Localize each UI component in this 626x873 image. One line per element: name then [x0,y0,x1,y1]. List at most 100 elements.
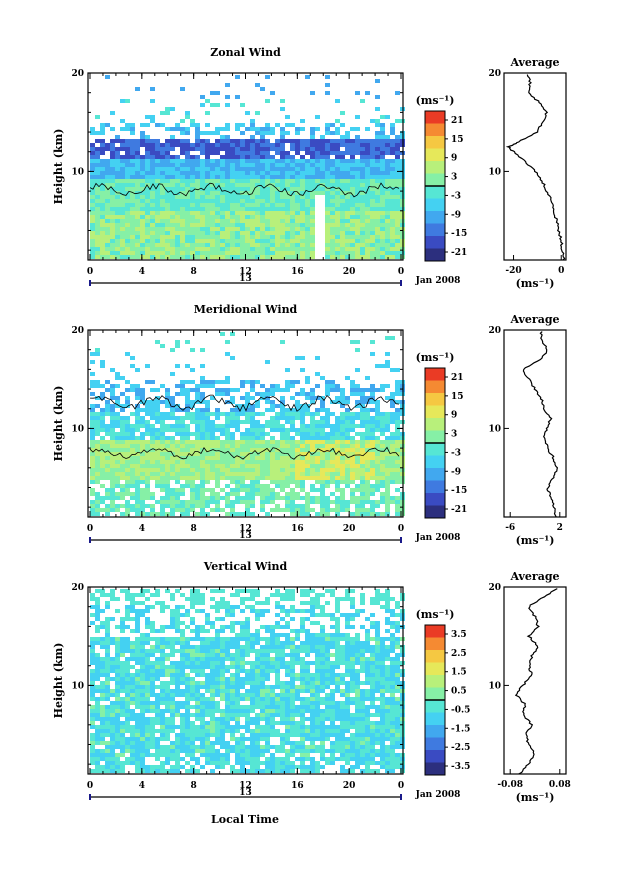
heatmap-cell [395,472,400,476]
heatmap-cell [175,404,180,408]
heatmap-cell [190,597,195,601]
heatmap-cell [90,645,95,649]
heatmap-cell [385,384,390,388]
heatmap-cell [195,215,200,219]
heatmap-cell [210,709,215,713]
heatmap-cell [310,143,315,147]
heatmap-cell [125,757,130,761]
heatmap-cell [330,492,335,496]
heatmap-cell [140,633,145,637]
heatmap-cell [250,211,255,215]
heatmap-cell [305,247,310,251]
heatmap-cell [180,633,185,637]
heatmap-cell [185,512,190,516]
heatmap-cell [205,223,210,227]
heatmap-cell [340,179,345,183]
heatmap-cell [105,400,110,404]
heatmap-cell [200,673,205,677]
heatmap-cell [100,215,105,219]
heatmap-cell [175,191,180,195]
heatmap-cell [150,717,155,721]
x-tick-label: 0 [398,267,404,277]
heatmap-cell [185,649,190,653]
heatmap-cell [300,488,305,492]
heatmap-cell [165,227,170,231]
heatmap-cell [110,460,115,464]
heatmap-cell [230,155,235,159]
heatmap-cell [385,464,390,468]
heatmap-cell [100,428,105,432]
heatmap-cell [365,139,370,143]
heatmap-cell [305,432,310,436]
heatmap-cell [360,183,365,187]
heatmap-cell [245,452,250,456]
heatmap-cell [205,247,210,251]
heatmap-cell [130,187,135,191]
heatmap-cell [120,661,125,665]
heatmap-cell [215,645,220,649]
heatmap-cell [270,428,275,432]
heatmap-cell [175,673,180,677]
heatmap-cell [160,645,165,649]
heatmap-cell [140,247,145,251]
heatmap-cell [300,484,305,488]
heatmap-cell [325,207,330,211]
heatmap-cell [160,733,165,737]
heatmap-cell [255,420,260,424]
heatmap-cell [105,380,110,384]
heatmap-cell [145,448,150,452]
colorbar-tick-label: -3 [451,191,461,201]
heatmap-cell [135,416,140,420]
heatmap-cell [155,412,160,416]
heatmap-cell [345,452,350,456]
heatmap-cell [160,629,165,633]
heatmap-cell [120,621,125,625]
heatmap-cell [200,159,205,163]
heatmap-cell [210,753,215,757]
heatmap-cell [220,195,225,199]
heatmap-cell [140,155,145,159]
heatmap-cell [255,127,260,131]
heatmap-cell [190,195,195,199]
heatmap-cell [160,725,165,729]
heatmap-cell [135,753,140,757]
heatmap-cell [165,709,170,713]
heatmap-cell [185,183,190,187]
heatmap-cell [175,685,180,689]
heatmap-cell [225,147,230,151]
heatmap-cell [255,203,260,207]
heatmap-cell [345,444,350,448]
heatmap-cell [390,159,395,163]
heatmap-cell [130,139,135,143]
heatmap-cell [200,179,205,183]
heatmap-cell [290,243,295,247]
heatmap-cell [395,432,400,436]
heatmap-cell [145,163,150,167]
heatmap-cell [95,223,100,227]
heatmap-cell [345,171,350,175]
heatmap-cell [180,641,185,645]
heatmap-cell [220,392,225,396]
heatmap-cell [155,139,160,143]
heatmap-cell [280,251,285,255]
heatmap-cell [225,127,230,131]
heatmap-cell [250,428,255,432]
heatmap-cell [200,211,205,215]
heatmap-cell [375,243,380,247]
heatmap-cell [110,127,115,131]
heatmap-cell [330,183,335,187]
heatmap-cell [370,223,375,227]
heatmap-cell [205,215,210,219]
heatmap-cell [165,681,170,685]
heatmap-cell [140,139,145,143]
heatmap-cell [105,705,110,709]
heatmap-cell [345,131,350,135]
heatmap-cell [260,496,265,500]
heatmap-cell [175,689,180,693]
heatmap-cell [375,239,380,243]
heatmap-cell [185,685,190,689]
heatmap-cell [230,420,235,424]
heatmap-cell [285,496,290,500]
heatmap-cell [230,235,235,239]
heatmap-cell [380,215,385,219]
